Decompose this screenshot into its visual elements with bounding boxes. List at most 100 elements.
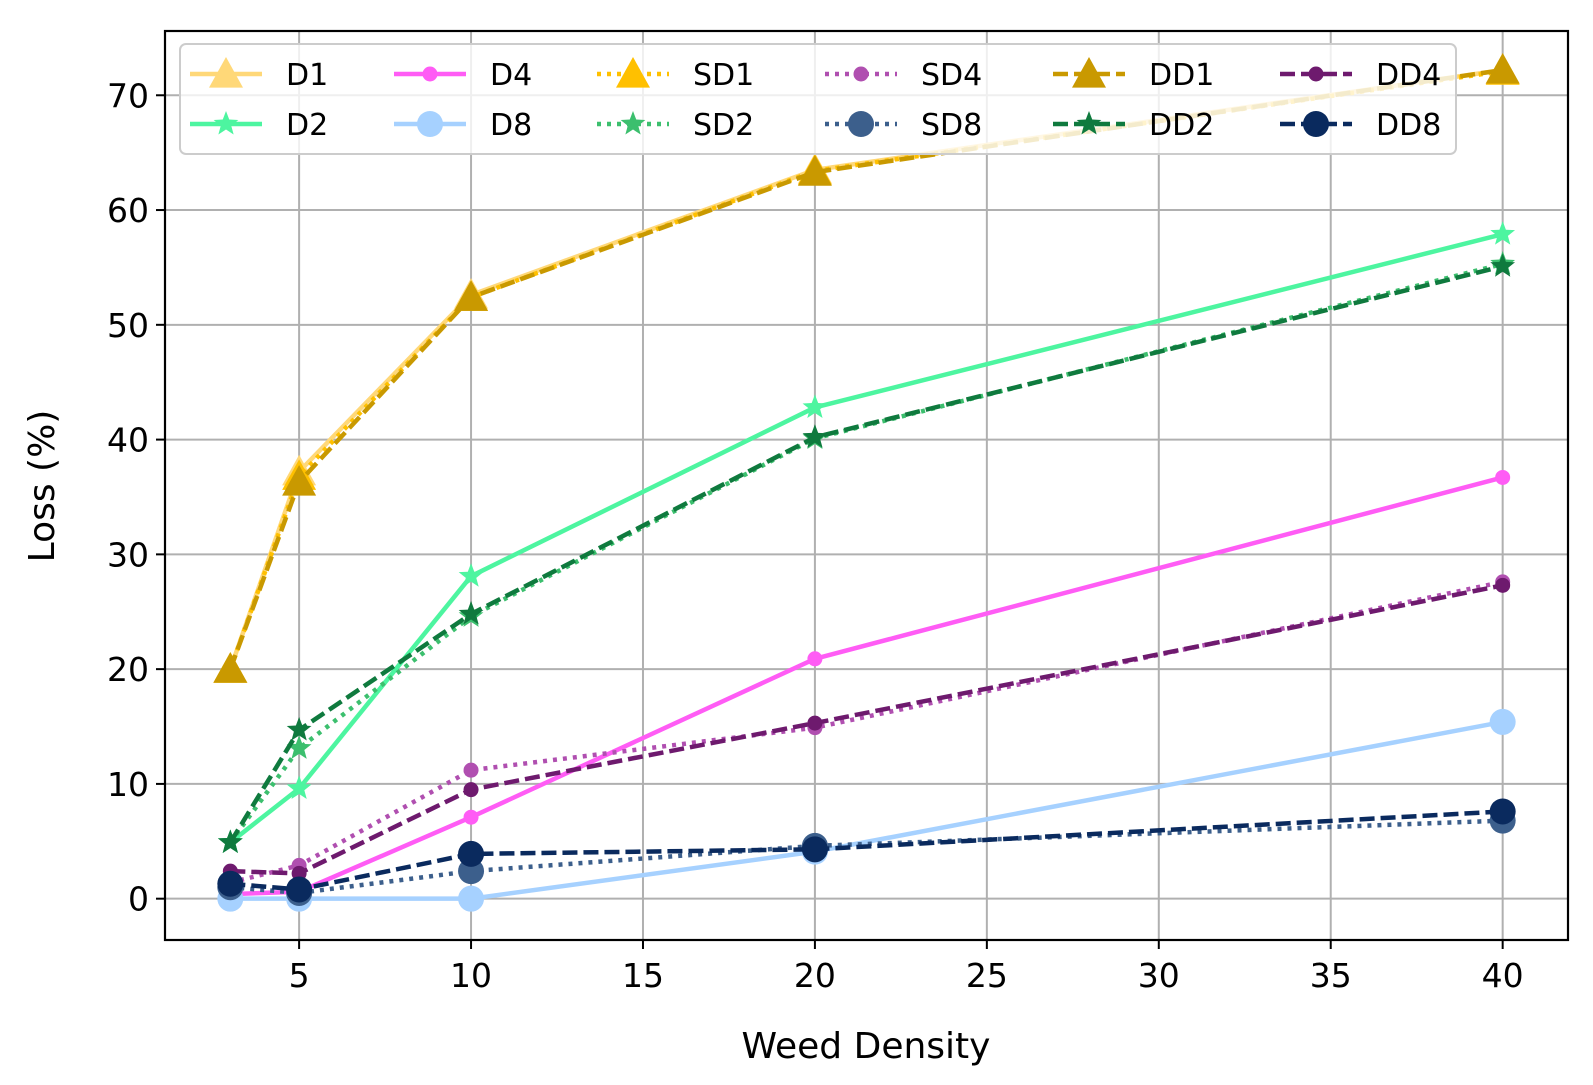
y-axis-label: Loss (%) [22,410,63,563]
legend-label: DD8 [1376,108,1441,143]
legend-label: DD1 [1149,58,1214,93]
legend-label: DD2 [1149,108,1214,143]
data-point-dd2 [1490,253,1516,277]
series-dd2 [217,253,1516,853]
series-dd4 [222,577,1511,881]
y-tick-label: 30 [107,535,149,574]
legend-label: D4 [490,58,532,93]
x-tick-label: 15 [622,956,664,995]
legend-box [179,43,1457,155]
data-point-dd4 [807,715,823,731]
y-tick-label: 10 [107,765,149,804]
legend-label: D8 [490,108,532,143]
data-point-dd1 [282,465,317,496]
legend-label: SD1 [693,58,754,93]
x-tick-label: 5 [289,956,310,995]
legend-label: SD4 [921,58,982,93]
legend-marker [422,66,438,82]
series-line-d1 [228,67,1503,670]
grid [165,31,1568,940]
legend-item-sd2: SD2 [597,108,754,143]
data-point-dd4 [1495,577,1511,593]
data-point-dd1 [1485,53,1520,84]
legend-item-dd4: DD4 [1280,58,1441,93]
legend-marker [1303,111,1329,137]
legend-marker [1076,111,1102,135]
data-point-dd8 [458,840,485,867]
data-point-dd4 [463,782,479,798]
data-point-d4 [807,651,823,667]
legend-item-dd1: DD1 [1053,57,1214,93]
legend-item-d2: D2 [190,108,328,143]
data-point-dd8 [286,876,313,903]
legend-label: DD4 [1376,58,1441,93]
legend-marker [848,111,874,137]
legend-item-sd8: SD8 [825,108,982,143]
series-layer [213,53,1520,912]
series-d4 [222,469,1511,902]
legend-item-dd2: DD2 [1053,108,1214,143]
legend-label: D2 [286,108,328,143]
data-point-d2 [1490,221,1516,245]
x-axis-label: Weed Density [742,1026,991,1067]
y-tick-label: 70 [107,76,149,115]
series-dd8 [217,798,1516,903]
legend-item-d4: D4 [394,58,532,93]
series-dd1 [213,53,1520,683]
legend-marker [1072,57,1106,88]
legend-label: SD8 [921,108,982,143]
legend-label: SD2 [693,108,754,143]
data-point-d8 [1489,708,1516,735]
data-point-dd1 [797,155,832,186]
data-point-dd2 [458,601,484,625]
legend-marker [853,66,869,82]
data-point-dd2 [286,716,312,741]
series-line-dd1 [228,67,1503,670]
y-tick-label: 0 [128,880,149,919]
data-point-dd1 [454,280,489,311]
legend-marker [213,111,239,135]
legend-item-dd8: DD8 [1280,108,1441,143]
x-tick-label: 20 [794,956,836,995]
series-line-dd4 [230,583,1504,876]
y-tick-label: 20 [107,650,149,689]
data-point-dd8 [1489,798,1516,825]
legend-marker [1308,66,1324,82]
data-point-sd2 [286,735,312,759]
ticks: 5 10 15 20 25 30 35 40 0 10 20 30 40 50 60 70 [107,76,1524,995]
series-line-sd8 [230,818,1503,896]
legend-item-d1: D1 [190,57,328,93]
data-point-d4 [463,809,479,825]
data-point-dd1 [213,652,248,683]
series-line-d8 [230,719,1504,901]
data-point-dd2 [802,424,828,448]
x-tick-label: 25 [966,956,1008,995]
legend-marker [209,57,243,88]
x-tick-label: 40 [1482,956,1524,995]
legend: D1 D2 D4 D8 SD1 SD2 SD4 SD8 DD1 DD2 DD4 DD8 [179,43,1457,155]
legend-item-sd1: SD1 [597,57,754,93]
x-tick-label: 10 [450,956,492,995]
y-tick-label: 50 [107,306,149,345]
legend-marker [616,57,650,88]
legend-label: D1 [286,58,328,93]
legend-item-sd4: SD4 [825,58,982,93]
plot-frame [163,29,1570,942]
series-line-d4 [230,475,1504,897]
data-point-sd4 [463,762,479,778]
data-point-d2 [802,394,828,418]
legend-marker [417,111,443,137]
y-tick-label: 60 [107,191,149,230]
data-point-d8 [458,885,485,912]
series-d8 [217,708,1516,912]
data-point-d2 [458,563,484,587]
legend-marker [620,111,646,135]
legend-item-d8: D8 [394,108,532,143]
data-point-dd2 [217,829,243,853]
data-point-d2 [286,775,312,800]
x-tick-label: 30 [1138,956,1180,995]
data-point-d4 [1495,469,1511,485]
data-point-dd8 [801,836,828,863]
